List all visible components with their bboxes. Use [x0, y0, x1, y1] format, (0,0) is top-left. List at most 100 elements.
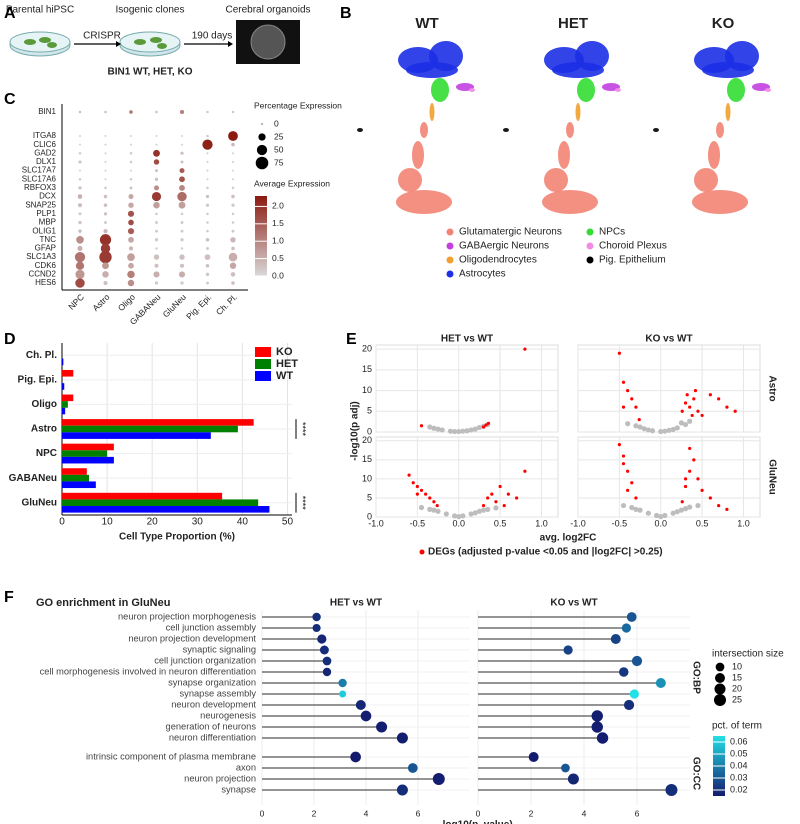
deg-point — [685, 393, 689, 397]
deg-point — [515, 496, 519, 500]
dot — [231, 203, 235, 207]
umap-title: KO — [712, 15, 735, 32]
category-label: Astro — [90, 292, 111, 313]
dot — [180, 281, 184, 285]
dot — [205, 272, 210, 277]
legend-label: 25 — [732, 694, 742, 704]
deg-point — [523, 469, 527, 473]
deg-point — [708, 496, 712, 500]
dot — [127, 210, 135, 217]
point — [653, 512, 660, 519]
legend-label: HET — [276, 358, 298, 370]
point — [439, 427, 445, 433]
cluster-region — [765, 88, 771, 92]
dot — [180, 160, 184, 164]
cluster-region — [503, 128, 509, 132]
dot — [206, 246, 209, 250]
dot — [128, 202, 134, 208]
legend-dot — [258, 133, 266, 141]
bar — [62, 369, 74, 377]
legend-swatch — [446, 270, 454, 278]
cluster-region — [542, 190, 598, 214]
legend-swatch — [255, 347, 271, 357]
cluster-region — [702, 62, 754, 78]
color-bar — [255, 196, 267, 276]
row-label: Astro — [766, 375, 777, 401]
umap-title: HET — [558, 15, 588, 32]
x-axis-title: avg. log2FC — [540, 533, 597, 544]
legend-swatch — [446, 242, 454, 250]
dot — [128, 219, 134, 226]
colony — [134, 39, 146, 45]
bar — [62, 443, 114, 451]
lollipop-dot — [563, 645, 573, 655]
deg-point — [693, 388, 698, 393]
legend-label: GABAergic Neurons — [459, 241, 549, 252]
deg-point — [506, 492, 510, 496]
bar — [62, 358, 64, 366]
x-axis-title: Cell Type Proportion (%) — [119, 532, 235, 543]
dot — [155, 229, 158, 233]
point — [695, 502, 701, 509]
lollipop-dot — [591, 710, 603, 722]
lollipop-dot — [312, 612, 321, 622]
lollipop-dot — [561, 763, 570, 773]
point — [451, 428, 458, 435]
y-tick-label: 15 — [362, 364, 372, 374]
deg-point — [419, 488, 424, 492]
color-label: 0.06 — [730, 736, 748, 746]
lollipop-dot — [312, 623, 321, 633]
dot — [104, 169, 107, 172]
dot — [177, 191, 187, 202]
umap-title: WT — [415, 15, 438, 32]
dot — [103, 212, 108, 216]
lollipop-dot — [319, 645, 329, 655]
dot — [153, 149, 160, 157]
cluster-region — [727, 78, 745, 102]
deg-point — [683, 484, 688, 489]
y-tick-label: 20 — [362, 435, 372, 445]
lollipop-dot — [396, 732, 408, 744]
chart-title: GO enrichment in GluNeu — [36, 597, 170, 609]
x-tick-label: 4 — [582, 808, 587, 818]
dot — [104, 143, 107, 146]
cluster-region — [577, 78, 595, 102]
panel-title: KO vs WT — [550, 598, 597, 609]
dot — [153, 159, 160, 165]
dot — [104, 221, 107, 224]
deg-point — [484, 423, 488, 427]
y-tick-label: Pig. Epi. — [18, 374, 58, 385]
dot — [206, 221, 209, 224]
legend-dot — [714, 694, 726, 706]
dot — [129, 152, 133, 155]
dot — [231, 246, 235, 251]
y-tick-label: 15 — [362, 454, 372, 464]
point — [641, 426, 647, 432]
panel-letter: C — [4, 91, 16, 108]
legend-dot — [715, 662, 725, 672]
point — [435, 426, 441, 432]
deg-point — [415, 492, 419, 496]
dot — [155, 134, 158, 138]
gene-label: ITGA8 — [33, 131, 57, 140]
dot — [77, 203, 83, 208]
y-tick-label: NPC — [36, 448, 57, 459]
point — [493, 505, 499, 511]
significance: **** — [298, 496, 308, 511]
legend-swatch — [446, 228, 454, 236]
group-label: GO:CC — [690, 757, 701, 790]
dot — [180, 151, 184, 155]
gene-label: HES6 — [35, 278, 56, 287]
dot — [154, 263, 159, 268]
deg-point — [717, 397, 721, 401]
cluster-region — [615, 88, 621, 92]
dot — [100, 243, 111, 254]
dish — [9, 31, 71, 53]
point — [678, 420, 685, 426]
arrow-head — [228, 41, 233, 47]
color-label: 0.5 — [272, 253, 284, 263]
legend-label: 25 — [274, 131, 284, 141]
deg-point — [617, 443, 621, 447]
point — [472, 510, 478, 516]
deg-point — [411, 481, 415, 485]
